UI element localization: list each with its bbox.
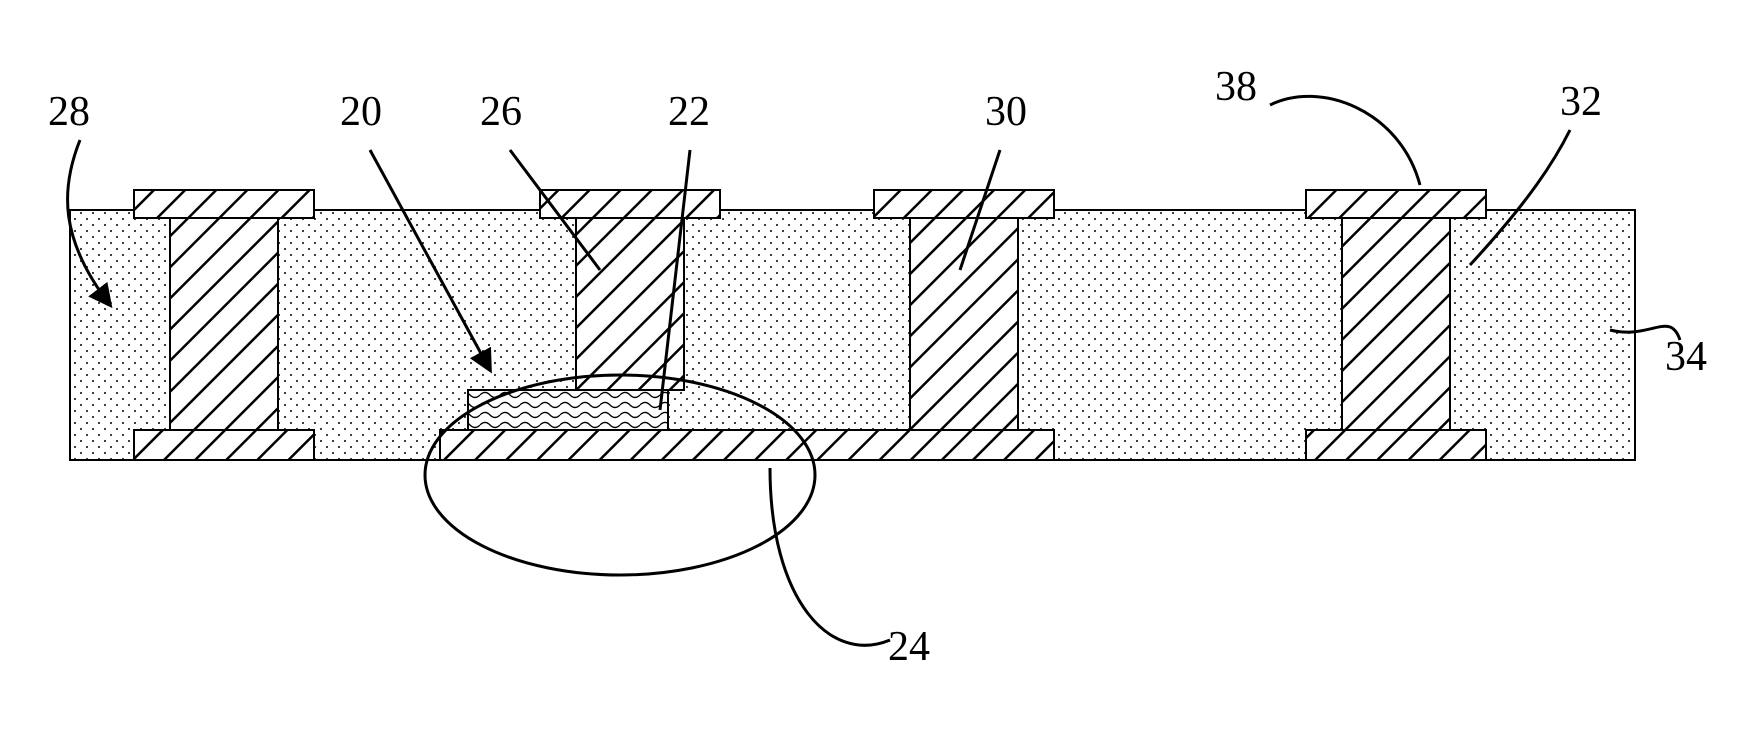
top-cap-4: [1306, 190, 1486, 218]
label-28: 28: [48, 88, 90, 136]
label-38: 38: [1215, 63, 1257, 111]
label-24: 24: [888, 623, 930, 671]
via-4: [1342, 218, 1450, 430]
leader-38: [1270, 96, 1420, 185]
label-30: 30: [985, 88, 1027, 136]
bot-cap-4: [1306, 430, 1486, 460]
top-cap-2: [540, 190, 720, 218]
via-3: [910, 218, 1018, 430]
top-cap-3: [874, 190, 1054, 218]
bot-cap-23: [440, 430, 1054, 460]
bot-cap-1: [134, 430, 314, 460]
via-2: [576, 218, 684, 390]
top-cap-1: [134, 190, 314, 218]
via-1: [170, 218, 278, 430]
diagram-svg: [0, 0, 1754, 731]
label-26: 26: [480, 88, 522, 136]
label-20: 20: [340, 88, 382, 136]
label-32: 32: [1560, 78, 1602, 126]
label-22: 22: [668, 88, 710, 136]
label-34: 34: [1665, 333, 1707, 381]
leader-24: [770, 468, 890, 645]
